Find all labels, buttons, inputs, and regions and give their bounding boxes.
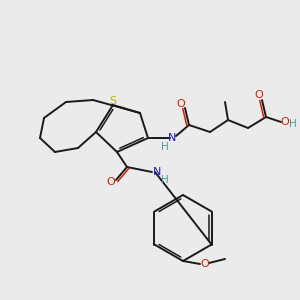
Text: O: O [280, 117, 290, 127]
Text: O: O [106, 177, 116, 187]
Text: H: H [289, 119, 297, 129]
Text: H: H [161, 142, 169, 152]
Text: O: O [201, 259, 209, 269]
Text: O: O [255, 90, 263, 100]
Text: H: H [161, 175, 169, 185]
Text: O: O [177, 99, 185, 109]
Text: N: N [153, 167, 161, 177]
Text: N: N [168, 133, 176, 143]
Text: S: S [110, 96, 117, 106]
